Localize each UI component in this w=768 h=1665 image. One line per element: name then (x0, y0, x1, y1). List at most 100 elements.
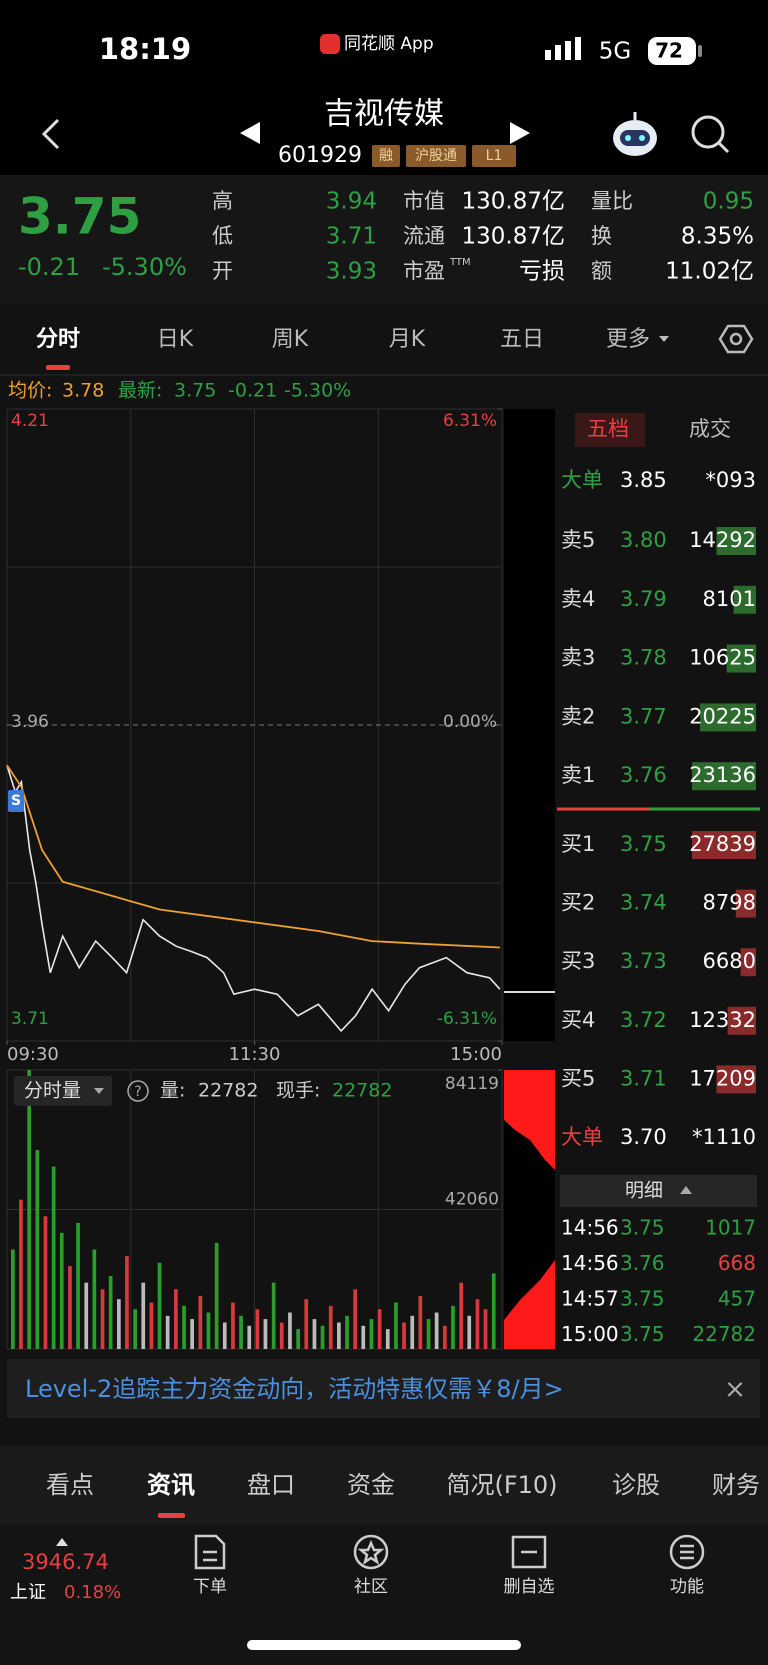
stat-value: 11.02亿 (665, 259, 754, 285)
volume-bar (76, 1223, 80, 1349)
volume-selector[interactable] (14, 1076, 112, 1106)
book-label: 买1 (561, 832, 595, 856)
bottom-tab[interactable]: 资讯 (147, 1471, 195, 1499)
latest-label: 最新: (118, 380, 162, 402)
book-price: 3.75 (620, 832, 667, 856)
price-line (6, 765, 501, 1033)
avg-label: 均价: (8, 380, 52, 402)
tabs-bg (0, 1445, 768, 1525)
signal-marker-bg (8, 790, 24, 812)
book-volume-bar (700, 703, 756, 732)
volume-bar (263, 1319, 268, 1349)
book-label: 卖5 (561, 528, 595, 552)
stat-label: 流通 (403, 224, 445, 248)
back-button[interactable] (41, 118, 60, 150)
book-price: 3.74 (620, 891, 667, 915)
volume-bar (108, 1276, 113, 1349)
volume-bar (483, 1309, 488, 1349)
bottom-tab[interactable]: 资金 (347, 1471, 395, 1499)
book-tab[interactable]: 成交 (689, 417, 731, 441)
next-stock[interactable] (510, 122, 530, 144)
volume-bar (68, 1266, 72, 1349)
volume-bar (361, 1325, 366, 1349)
chart-tab[interactable]: 日K (157, 327, 194, 352)
book-label: 大单 (561, 468, 603, 492)
chart-tab[interactable]: 更多 (606, 327, 650, 352)
detail-bar (560, 1175, 757, 1207)
nav-item[interactable]: 删自选 (504, 1577, 555, 1597)
volume-bar (149, 1302, 154, 1349)
signal-marker: S (11, 793, 21, 809)
index-name: 上证 (10, 1582, 46, 1603)
side-volume-bottom (504, 1260, 555, 1349)
volume-bar (410, 1315, 415, 1349)
detail-arrow (680, 1186, 692, 1194)
chart-tab[interactable]: 月K (389, 327, 426, 352)
trade-time: 14:57 (561, 1287, 619, 1311)
status-time: 18:19 (99, 32, 191, 66)
index-value[interactable]: 3946.74 (22, 1550, 109, 1574)
nav-item[interactable]: 功能 (670, 1577, 704, 1597)
book-price: 3.70 (620, 1125, 667, 1149)
book-volume: 12332 (689, 1008, 756, 1032)
current-label: 现手: (276, 1080, 320, 1102)
volume-bar (337, 1322, 341, 1349)
price-change: -0.21 (18, 253, 80, 281)
body-bg (0, 303, 768, 1445)
volume-label: 量: (160, 1080, 185, 1102)
assistant-icon[interactable] (613, 112, 657, 156)
banner-close[interactable]: × (724, 1375, 746, 1405)
stat-label: 低 (212, 224, 233, 248)
bottom-tab[interactable]: 财务 (712, 1471, 760, 1499)
search-icon[interactable] (691, 115, 730, 154)
volume-bar (133, 1309, 137, 1349)
bottom-tab[interactable]: 简况(F10) (446, 1471, 557, 1499)
volume-bar (214, 1242, 219, 1349)
bottom-tab[interactable]: 诊股 (612, 1471, 660, 1499)
y-tick-label: 3.71 (11, 1009, 49, 1029)
book-volume-bar (716, 1065, 756, 1094)
trade-price: 3.75 (620, 1287, 665, 1311)
help-icon[interactable] (127, 1080, 149, 1102)
banner-text[interactable]: Level-2追踪主力资金动向，活动特惠仅需￥8/月> (25, 1375, 564, 1403)
banner-bg (7, 1359, 760, 1418)
avg-line (6, 764, 500, 949)
chart-tab[interactable]: 五日 (500, 327, 544, 352)
book-label: 买3 (561, 949, 595, 973)
status-network: 5G (599, 39, 631, 65)
book-volume: 8798 (703, 891, 756, 915)
latest-value: 3.75 (174, 380, 216, 402)
stat-value: 3.71 (326, 224, 377, 250)
volume-bar (117, 1299, 121, 1349)
chart-tab[interactable]: 周K (272, 327, 309, 352)
app-icon (320, 34, 340, 54)
battery-tip (698, 45, 702, 57)
prev-stock[interactable] (240, 122, 260, 144)
nav-item[interactable]: 下单 (193, 1577, 227, 1597)
book-volume-bar (735, 889, 756, 918)
signal-icon (545, 37, 581, 60)
bottom-tab[interactable]: 盘口 (247, 1471, 295, 1499)
volume-bar (288, 1312, 292, 1349)
chart-tab[interactable]: 分时 (36, 327, 80, 352)
badge: 沪股通 (415, 148, 457, 164)
volume-bar (222, 1322, 227, 1349)
current-value: 22782 (332, 1080, 392, 1102)
settings-icon[interactable] (718, 324, 754, 354)
nav-item[interactable]: 社区 (354, 1577, 388, 1597)
book-tab[interactable]: 五档 (587, 417, 629, 441)
volume-bar (59, 1232, 64, 1349)
x-tick-label: 11:30 (229, 1044, 281, 1065)
stat-value: 3.94 (326, 189, 377, 215)
book-volume-bar (692, 762, 756, 791)
volume-bar (190, 1319, 194, 1349)
volume-bar (231, 1302, 235, 1349)
volume-bar (182, 1305, 186, 1349)
detail-label[interactable]: 明细 (625, 1180, 663, 1202)
volume-bar (345, 1315, 349, 1349)
book-volume: 17209 (689, 1066, 756, 1090)
book-volume: 8101 (703, 587, 756, 611)
volume-bar (157, 1262, 162, 1349)
bottom-tab[interactable]: 看点 (46, 1471, 94, 1499)
